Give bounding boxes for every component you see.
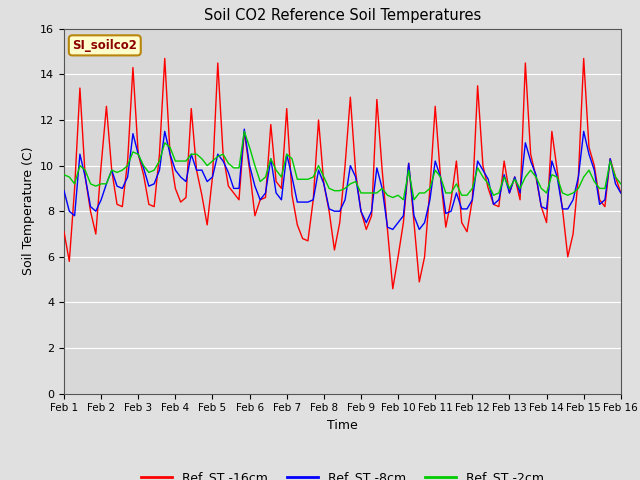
Title: Soil CO2 Reference Soil Temperatures: Soil CO2 Reference Soil Temperatures [204,9,481,24]
X-axis label: Time: Time [327,419,358,432]
Text: SI_soilco2: SI_soilco2 [72,39,137,52]
Y-axis label: Soil Temperature (C): Soil Temperature (C) [22,147,35,276]
Legend: Ref_ST -16cm, Ref_ST -8cm, Ref_ST -2cm: Ref_ST -16cm, Ref_ST -8cm, Ref_ST -2cm [136,467,549,480]
